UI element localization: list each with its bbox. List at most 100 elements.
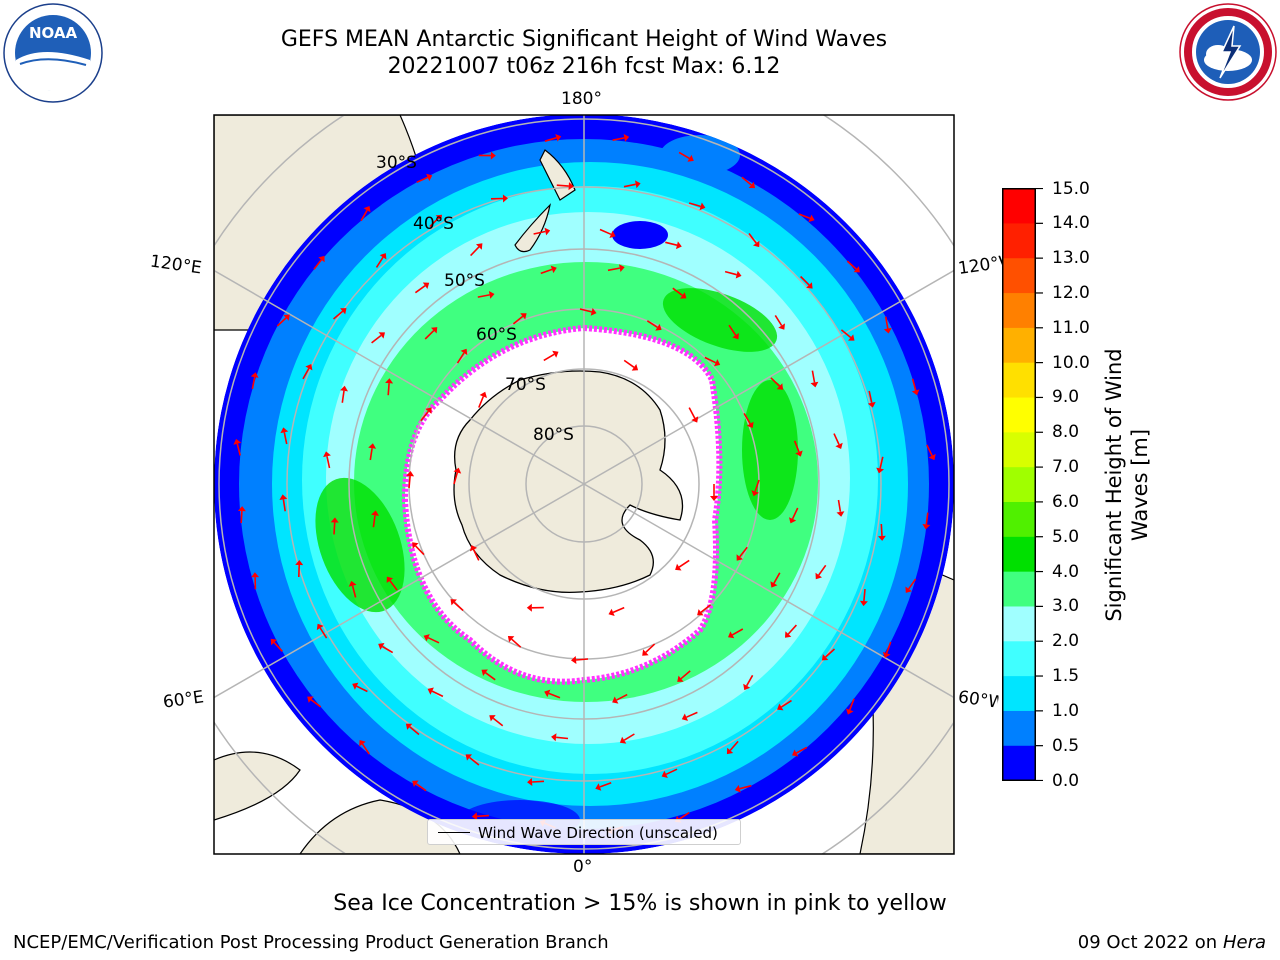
colorbar-tick-label: 1.5 (1052, 666, 1080, 687)
footer-date: 09 Oct 2022 on Hera (1078, 932, 1266, 953)
wave-arrow-head (425, 407, 432, 414)
wave-arrow (540, 268, 553, 275)
wave-arrow-head (386, 576, 394, 583)
wave-arrow-head (368, 443, 377, 449)
colorbar-ticks (1036, 188, 1043, 781)
wave-arrow-head (323, 451, 331, 458)
wave-arrow-head (526, 603, 532, 612)
wave-arrow-head (815, 572, 822, 580)
lat-label-30s: 30°S (376, 153, 417, 173)
wave-arrow-head (340, 385, 348, 392)
wave-arrow-head (550, 265, 557, 274)
wave-arrow-head (318, 255, 325, 263)
wave-arrow-head (699, 202, 706, 211)
wave-arrow-head (751, 490, 759, 497)
wave-arrow (825, 648, 836, 658)
wave-arrow-head (527, 778, 533, 786)
wave-arrow-head (776, 383, 784, 390)
wave-arrow (453, 601, 464, 612)
wave-arrow-head (792, 749, 799, 757)
wave-arrow-head (471, 812, 478, 821)
wave-arrow (387, 383, 390, 396)
wave-arrow-head (551, 733, 557, 742)
wave-arrow-head (385, 378, 394, 384)
wave-arrow (341, 390, 345, 403)
wave-arrow (409, 726, 420, 736)
wave-arrow-head (859, 600, 868, 607)
wave-arrow (575, 658, 589, 661)
wave-arrow (429, 217, 439, 228)
wave-arrow-head (305, 364, 313, 371)
wave-arrow (599, 782, 612, 788)
wave-arrow (416, 176, 429, 184)
wave-arrow (579, 308, 592, 313)
wave-arrow (616, 693, 628, 701)
wave-arrow-head (619, 264, 625, 272)
wave-arrow (492, 717, 504, 727)
wave-arrow-head (687, 154, 694, 162)
wave-arrow (414, 285, 426, 294)
wave-arrow-head (905, 586, 912, 593)
colorbar-tick-label: 5.0 (1052, 526, 1080, 547)
wave-arrow-head (481, 669, 488, 676)
wave-arrow-head (714, 359, 721, 367)
wave-arrow-head (835, 442, 843, 449)
wave-arrow (731, 628, 744, 636)
wave-arrow (478, 396, 485, 408)
colorbar-tick-label: 2.0 (1052, 631, 1080, 652)
wave-arrow-head (359, 740, 366, 747)
wave-arrow (599, 228, 612, 236)
wave-arrow-head (378, 643, 385, 650)
wave-arrow (415, 545, 425, 556)
colorbar-tick-label: 8.0 (1052, 422, 1080, 443)
wave-arrow-head (489, 715, 496, 722)
colorbar-tick-label: 6.0 (1052, 491, 1080, 512)
map-legend: Wind Wave Direction (unscaled) (427, 819, 741, 845)
wave-arrow (607, 267, 620, 272)
wave-arrow (623, 733, 635, 741)
footer-machine: Hera (1222, 932, 1266, 953)
wave-arrow (556, 184, 569, 187)
wave-arrow-head (412, 542, 419, 549)
wave-arrow-head (676, 241, 682, 250)
wave-arrow (543, 353, 555, 362)
wave-arrow (532, 780, 545, 783)
wave-arrow (408, 475, 411, 489)
wave-arrow (773, 572, 781, 584)
wave-arrow-head (680, 292, 687, 299)
chart-subtitle: 20221007 t06z 216h fcst Max: 6.12 (387, 54, 781, 79)
wave-arrow-head (806, 282, 813, 289)
colorbar-segment (1002, 571, 1036, 607)
wave-arrow-head (836, 511, 845, 517)
wave-arrow (925, 512, 929, 525)
wave-arrow (381, 645, 394, 654)
wave-arrow-head (590, 308, 597, 316)
lat-label-80s: 80°S (533, 425, 574, 445)
wave-arrow (356, 685, 368, 693)
wind-wave-arrows (233, 133, 936, 835)
colorbar-segment (1002, 536, 1036, 572)
wave-arrow-head (734, 784, 741, 793)
wave-arrow (251, 376, 256, 390)
wave-arrow (665, 768, 678, 776)
wave-arrow-head (352, 682, 359, 690)
wave-arrow (741, 176, 752, 186)
wave-arrow-head (405, 723, 413, 730)
colorbar-segment (1002, 292, 1036, 328)
wave-arrow-head (609, 230, 616, 238)
wave-arrow-head (675, 563, 682, 571)
wave-arrow-head (770, 581, 778, 588)
wave-arrow (848, 698, 855, 711)
wave-arrow-head (233, 438, 242, 445)
wave-arrow (302, 368, 310, 380)
colorbar-segment (1002, 222, 1036, 259)
wave-arrow-head (726, 747, 734, 755)
wave-arrow (427, 636, 440, 644)
wave-arrow (688, 407, 696, 419)
wave-arrow (774, 314, 783, 326)
wave-arrow-head (279, 494, 288, 500)
wave-arrow (310, 699, 322, 708)
wave-arrow (728, 324, 737, 336)
colorbar-tick-label: 11.0 (1052, 317, 1090, 338)
